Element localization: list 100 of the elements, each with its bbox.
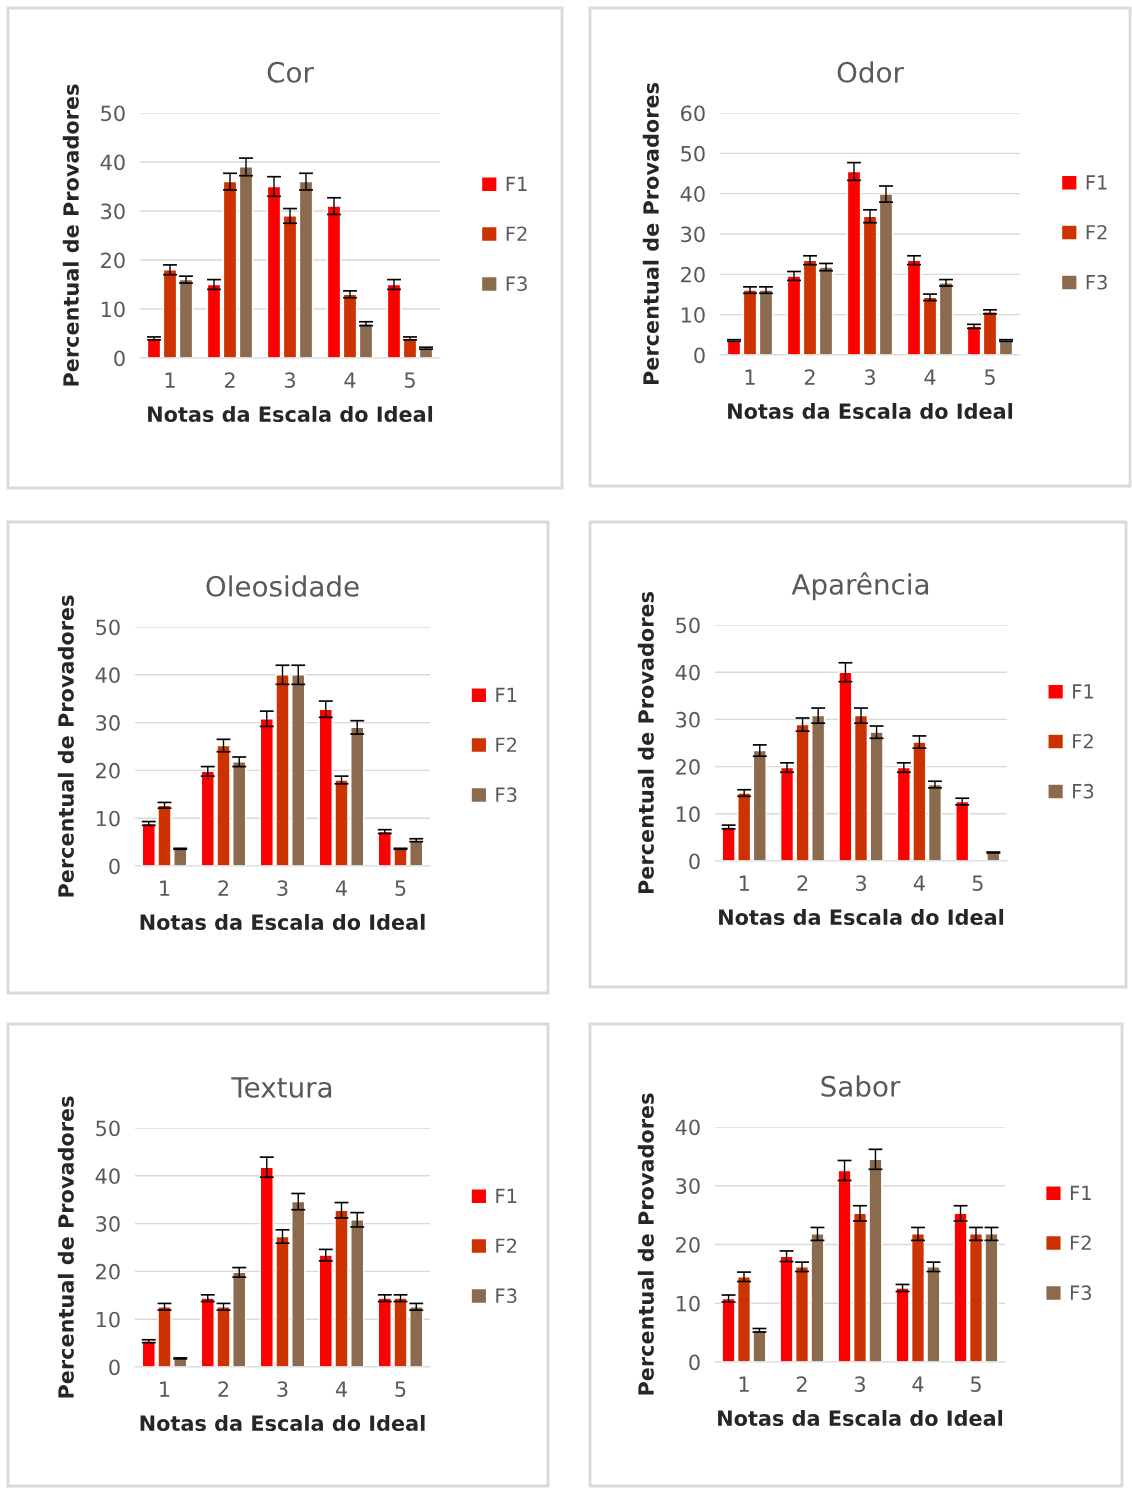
x-tick-label: 2 — [797, 875, 808, 891]
bar — [298, 180, 314, 358]
y-tick-label: 40 — [95, 1168, 120, 1185]
bar — [938, 282, 954, 355]
y-axis-title: Percentual de Provadores — [637, 1093, 654, 1395]
chart-title: Textura — [231, 1077, 332, 1098]
legend-label: F2 — [1070, 1235, 1091, 1250]
legend-label: F2 — [1086, 224, 1107, 240]
y-axis-title: Percentual de Provadores — [57, 1096, 74, 1398]
y-tick-label: 10 — [676, 806, 700, 823]
bar — [222, 180, 238, 358]
bar — [818, 266, 834, 355]
y-tick-label: 40 — [100, 154, 125, 171]
bar — [878, 193, 894, 355]
y-tick-label: 20 — [681, 266, 705, 283]
legend-label: F2 — [496, 737, 517, 752]
y-tick-label: 10 — [96, 810, 120, 827]
x-axis-title: Notas da Escala do Ideal — [140, 1414, 425, 1432]
y-axis-title: Percentual de Provadores — [57, 595, 74, 897]
legend-label: F3 — [1073, 783, 1094, 799]
x-tick-label: 5 — [972, 875, 983, 892]
bar — [358, 323, 374, 358]
x-axis-title: Notas da Escala do Ideal — [148, 405, 433, 423]
bar — [342, 293, 358, 358]
chart-title: Oleosidade — [206, 575, 359, 597]
bar — [266, 185, 282, 358]
y-tick-label: 20 — [676, 759, 700, 775]
y-axis-title: Percentual de Provadores — [642, 82, 659, 385]
legend-label: F1 — [506, 176, 527, 191]
x-tick-label: 4 — [344, 372, 356, 388]
bar — [927, 783, 943, 861]
y-tick-label: 0 — [109, 1359, 120, 1376]
y-tick-label: 40 — [95, 667, 120, 684]
y-tick-label: 50 — [96, 1120, 120, 1137]
y-tick-label: 40 — [680, 186, 705, 202]
y-tick-label: 0 — [689, 1354, 700, 1371]
y-tick-label: 20 — [96, 1263, 120, 1280]
x-tick-label: 3 — [277, 1381, 288, 1398]
x-axis-title: Notas da Escala do Ideal — [718, 1409, 1003, 1427]
legend-label: F1 — [1073, 684, 1093, 699]
y-tick-label: 20 — [96, 762, 120, 779]
y-tick-label: 50 — [681, 145, 705, 162]
legend-label: F3 — [496, 1288, 517, 1304]
y-tick-label: 10 — [96, 1311, 120, 1328]
bar — [786, 275, 802, 355]
x-tick-label: 2 — [796, 1376, 807, 1392]
y-tick-label: 50 — [96, 619, 120, 636]
x-tick-label: 1 — [739, 875, 749, 891]
y-tick-label: 10 — [101, 301, 125, 318]
bar — [326, 205, 342, 358]
chart-title: Odor — [837, 61, 904, 83]
y-tick-label: 30 — [676, 1178, 700, 1194]
y-tick-label: 0 — [109, 858, 120, 875]
y-tick-label: 30 — [681, 226, 705, 243]
legend-label: F2 — [1073, 733, 1093, 749]
bar — [752, 749, 767, 861]
legend-label: F1 — [496, 1188, 517, 1203]
legend-label: F2 — [496, 1238, 517, 1253]
x-tick-label: 1 — [745, 369, 755, 385]
legend-label: F1 — [1070, 1185, 1091, 1200]
y-tick-label: 40 — [675, 1119, 700, 1136]
x-tick-label: 5 — [404, 372, 415, 389]
bar — [802, 259, 818, 355]
bar — [922, 296, 938, 355]
bar — [178, 278, 194, 358]
bar — [162, 269, 178, 358]
y-axis-title: Percentual de Provadores — [637, 591, 654, 894]
x-tick-label: 5 — [395, 880, 406, 897]
x-tick-label: 4 — [335, 1381, 347, 1397]
legend-label: F3 — [1086, 274, 1107, 290]
bar — [742, 289, 758, 355]
x-tick-label: 5 — [970, 1376, 981, 1393]
legend-label: F3 — [496, 787, 517, 803]
y-tick-label: 30 — [101, 203, 125, 220]
x-tick-label: 2 — [218, 880, 229, 896]
x-tick-label: 4 — [924, 369, 936, 385]
bar — [846, 170, 862, 355]
x-axis-title: Notas da Escala do Ideal — [719, 908, 1004, 926]
y-tick-label: 40 — [675, 664, 700, 681]
x-tick-label: 2 — [218, 1381, 229, 1397]
x-tick-label: 2 — [224, 372, 235, 388]
bar — [862, 215, 878, 355]
x-tick-label: 5 — [395, 1381, 406, 1398]
x-tick-label: 3 — [864, 369, 875, 386]
x-tick-label: 1 — [165, 372, 175, 388]
x-tick-label: 1 — [160, 880, 170, 896]
y-tick-label: 20 — [676, 1236, 700, 1253]
x-tick-label: 3 — [855, 875, 866, 892]
bar — [282, 215, 298, 358]
bar — [982, 311, 998, 355]
chart-title: Cor — [267, 61, 314, 83]
bar — [955, 800, 970, 861]
legend-label: F1 — [496, 687, 517, 702]
y-tick-label: 50 — [676, 617, 700, 634]
x-tick-label: 1 — [739, 1376, 749, 1392]
y-tick-label: 60 — [681, 105, 705, 122]
chart-title: Sabor — [821, 1075, 901, 1097]
y-tick-label: 0 — [694, 347, 705, 364]
x-tick-label: 3 — [277, 880, 288, 897]
x-tick-label: 4 — [913, 875, 925, 891]
